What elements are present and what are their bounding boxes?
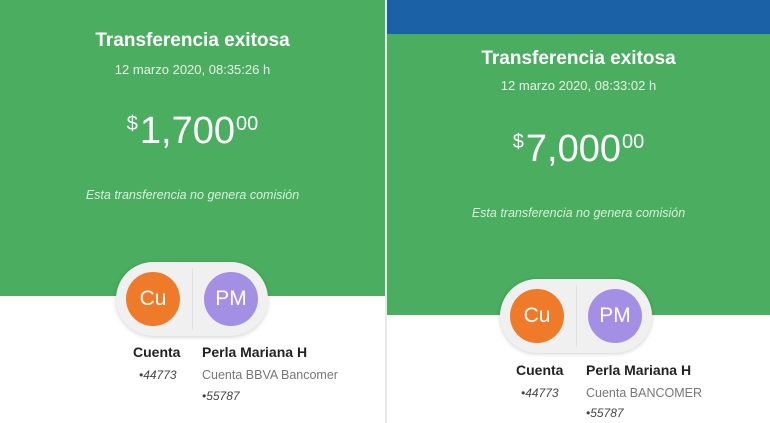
destination-account-number: •55787 (202, 389, 240, 403)
amount-cents: 00 (621, 131, 645, 153)
destination-bank: Cuenta BBVA Bancomer (202, 368, 338, 382)
destination-avatar: PM (204, 272, 258, 326)
origin-initials: Cu (523, 304, 551, 327)
panel-divider (385, 0, 387, 423)
account-pair: Cu PM (500, 279, 652, 353)
origin-avatar: Cu (126, 272, 180, 326)
origin-account-number: •44773 (139, 368, 177, 382)
success-header: Transferencia exitosa 12 marzo 2020, 08:… (0, 0, 385, 296)
destination-bank: Cuenta BANCOMER (586, 386, 703, 400)
destination-initials: PM (599, 304, 631, 327)
transfer-amount: $1,70000 (0, 112, 385, 150)
origin-avatar: Cu (510, 289, 564, 343)
destination-account-name: Perla Mariana H (586, 362, 692, 378)
origin-account-number: •44773 (521, 386, 559, 400)
pill-divider (192, 268, 193, 330)
origin-account-name: Cuenta (133, 344, 181, 360)
receipt-date: 12 marzo 2020, 08:33:02 h (500, 78, 657, 93)
receipt-date: 12 marzo 2020, 08:35:26 h (114, 62, 271, 77)
receipt-title: Transferencia exitosa (481, 48, 676, 69)
amount-currency: $ (126, 113, 138, 135)
destination-account-name: Perla Mariana H (202, 344, 308, 360)
commission-note: Esta transferencia no genera comisión (471, 206, 686, 220)
transfer-amount: $7,00000 (387, 130, 770, 168)
destination-account-number: •55787 (586, 406, 624, 420)
receipt-panel-2: Transferencia exitosa 12 marzo 2020, 08:… (387, 0, 770, 423)
receipt-title: Transferencia exitosa (95, 30, 290, 51)
origin-initials: Cu (139, 287, 167, 310)
destination-initials: PM (215, 287, 247, 310)
receipt-panel-1: Transferencia exitosa 12 marzo 2020, 08:… (0, 0, 385, 403)
destination-avatar: PM (588, 289, 642, 343)
pill-divider (576, 285, 577, 347)
amount-whole: 7,000 (525, 128, 621, 170)
commission-note: Esta transferencia no genera comisión (85, 188, 300, 202)
amount-whole: 1,700 (139, 110, 235, 152)
account-pair: Cu PM (116, 262, 268, 336)
origin-account-name: Cuenta (516, 362, 564, 378)
app-top-bar (387, 0, 770, 34)
amount-cents: 00 (235, 113, 259, 135)
amount-currency: $ (512, 131, 524, 153)
success-header: Transferencia exitosa 12 marzo 2020, 08:… (387, 34, 770, 315)
